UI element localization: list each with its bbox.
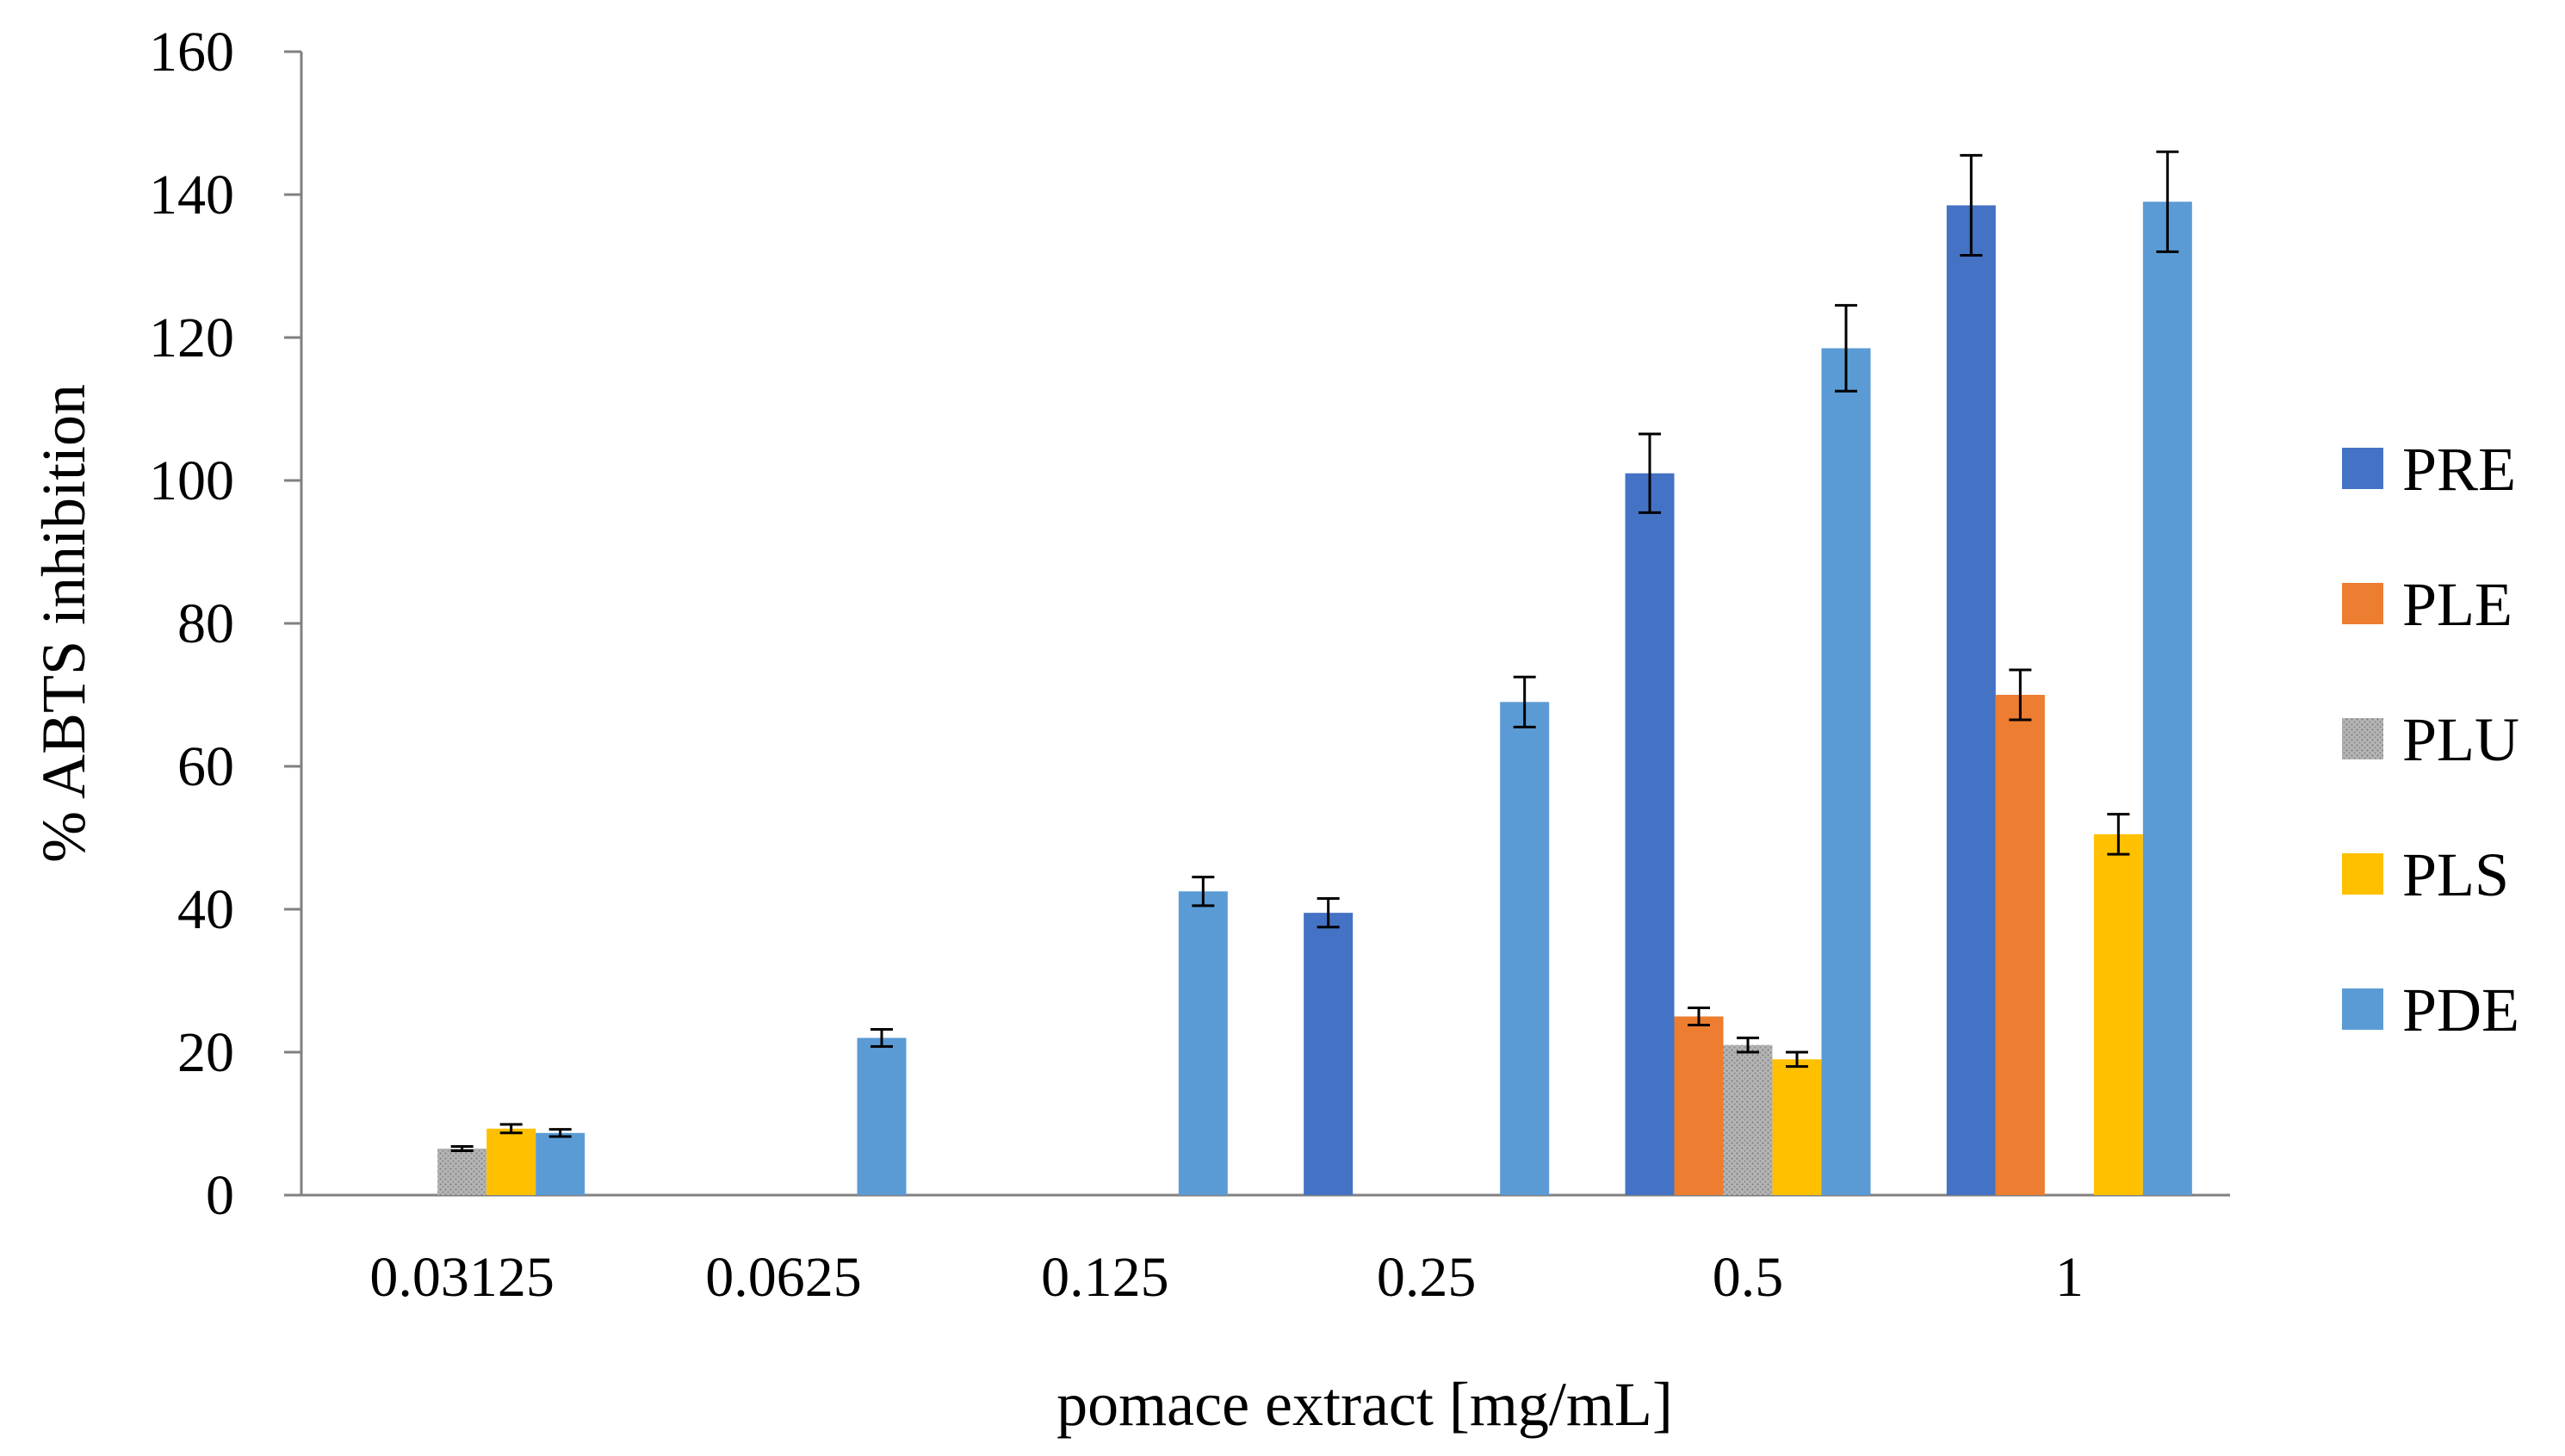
error-bar-pde-0.03125 (548, 1128, 572, 1138)
y-tick-label: 120 (149, 307, 234, 369)
bar-plu-0.03125 (437, 1149, 487, 1195)
x-tick-label: 0.25 (1377, 1246, 1477, 1309)
x-tick-label: 0.03125 (369, 1246, 555, 1309)
y-tick-label: 20 (177, 1021, 234, 1084)
error-bar-pre-0.25 (1317, 897, 1340, 929)
y-tick-label: 160 (149, 21, 234, 84)
error-bar-pre-1 (1960, 153, 1983, 257)
bar-pre-1 (1946, 205, 1996, 1196)
legend-item-pre: PRE (2342, 435, 2516, 504)
legend: PRE PLE PLU PLS PDE (2342, 435, 2519, 1044)
plot-area: 0 20 40 60 80 100 120 140 160 0.03125 0.0625 0.125… (149, 21, 2230, 1309)
error-bar-pde-0.25 (1513, 675, 1536, 728)
error-bar-plu-0.5 (1737, 1036, 1759, 1054)
x-tick-label: 0.5 (1713, 1246, 1784, 1309)
x-axis-tick-labels: 0.03125 0.0625 0.125 0.25 0.5 1 (369, 1246, 2083, 1309)
legend-swatch (2342, 718, 2383, 759)
bar-pde-0.03125 (536, 1132, 585, 1195)
bar-ple-1 (1995, 695, 2045, 1195)
legend-item-ple: PLE (2342, 570, 2512, 639)
legend-label: PLS (2402, 840, 2509, 909)
error-bar-pls-1 (2107, 813, 2130, 856)
legend-swatch (2342, 448, 2383, 489)
bars (437, 201, 2192, 1196)
y-tick-label: 60 (177, 735, 234, 798)
error-bar-pls-0.03125 (499, 1123, 523, 1135)
bar-pre-0.25 (1304, 913, 1354, 1195)
bar-pls-0.03125 (486, 1128, 536, 1195)
legend-swatch (2342, 988, 2383, 1030)
error-bar-pde-0.5 (1835, 304, 1857, 393)
bar-pde-0.25 (1500, 702, 1550, 1195)
legend-item-plu: PLU (2342, 705, 2519, 774)
y-axis-title: % ABTS inhibition (29, 384, 98, 863)
error-bar-pls-0.5 (1786, 1050, 1808, 1069)
bar-plu-0.5 (1723, 1044, 1773, 1195)
legend-item-pde: PDE (2342, 976, 2519, 1044)
legend-item-pls: PLS (2342, 840, 2509, 909)
legend-label: PRE (2402, 435, 2516, 504)
error-bar-pre-0.5 (1639, 432, 1661, 514)
error-bars (450, 150, 2179, 1153)
legend-label: PDE (2402, 976, 2519, 1044)
error-bar-pde-1 (2156, 150, 2179, 253)
legend-label: PLU (2402, 705, 2519, 774)
y-tick-label: 80 (177, 592, 234, 655)
bar-pde-0.125 (1178, 891, 1228, 1195)
bar-pre-0.5 (1625, 473, 1675, 1195)
error-bar-ple-1 (2009, 668, 2032, 722)
legend-swatch (2342, 583, 2383, 624)
y-tick-label: 0 (206, 1164, 234, 1227)
bar-pls-1 (2093, 833, 2143, 1195)
legend-label: PLE (2402, 570, 2512, 639)
bar-ple-0.5 (1674, 1016, 1724, 1195)
bar-pde-0.0625 (857, 1038, 907, 1195)
y-axis-ticks: 0 20 40 60 80 100 120 140 160 (149, 21, 301, 1227)
error-bar-pde-0.0625 (870, 1027, 893, 1048)
error-bar-plu-0.03125 (450, 1145, 474, 1153)
bar-pde-0.5 (1821, 348, 1871, 1195)
x-tick-label: 0.0625 (705, 1246, 862, 1309)
x-tick-label: 1 (2055, 1246, 2084, 1309)
error-bar-ple-0.5 (1688, 1007, 1710, 1026)
legend-swatch (2342, 853, 2383, 895)
bar-pde-1 (2142, 201, 2192, 1195)
y-tick-label: 40 (177, 878, 234, 941)
x-tick-label: 0.125 (1041, 1246, 1169, 1309)
bar-pls-0.5 (1772, 1059, 1822, 1195)
y-tick-label: 100 (149, 449, 234, 512)
error-bar-pde-0.125 (1192, 876, 1215, 908)
x-axis-title: pomace extract [mg/mL] (1056, 1370, 1673, 1439)
y-tick-label: 140 (149, 164, 234, 226)
